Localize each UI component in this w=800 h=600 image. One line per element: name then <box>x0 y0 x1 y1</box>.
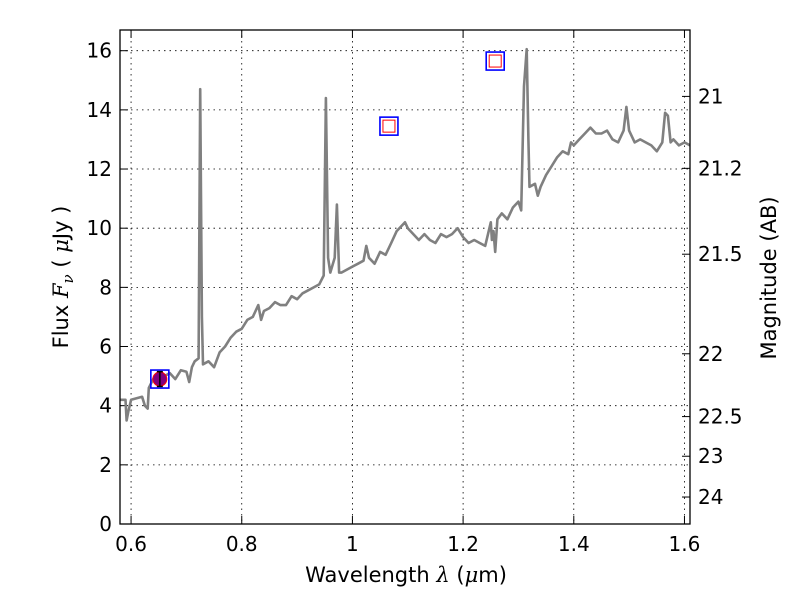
y2-tick-label: 24 <box>698 485 723 509</box>
y-axis-title-units-mu: μ <box>49 239 73 253</box>
photometry-point <box>485 51 506 71</box>
photometry-group <box>150 51 506 389</box>
y-axis-title-units-rest: Jy ) <box>49 206 73 242</box>
y2-tick-label: 21 <box>698 84 723 108</box>
plot-background <box>120 30 690 524</box>
x-tick-label: 1.4 <box>558 532 590 556</box>
y-axis-title: Flux Fν ( μJy ) <box>49 206 77 349</box>
synthetic-photometry-box <box>379 116 399 136</box>
y-axis-title-symbol: F <box>49 282 73 299</box>
y-axis-title-units-open: ( <box>49 259 73 267</box>
x-axis-title-prefix: Wavelength <box>305 563 430 587</box>
y2-tick-label: 21.2 <box>698 156 743 180</box>
synthetic-photometry-box <box>150 369 170 389</box>
y2-axis-title: Magnitude (AB) <box>757 196 781 359</box>
x-axis-title-units-mu: μ <box>465 563 479 587</box>
y-tick-label: 0 <box>99 512 112 536</box>
photometry-square-marker <box>382 119 396 133</box>
y2-tick-label: 23 <box>698 444 723 468</box>
y-tick-label: 4 <box>99 394 112 418</box>
y-axis-title-subscript: ν <box>59 274 77 283</box>
y2-tick-label: 21.5 <box>698 242 743 266</box>
y-tick-label: 12 <box>87 157 112 181</box>
y2-tick-label: 22 <box>698 342 723 366</box>
y-tick-label: 2 <box>99 453 112 477</box>
x-axis-title-symbol: λ <box>435 563 449 587</box>
y-tick-label: 16 <box>87 39 112 63</box>
x-axis-title-units-open: ( <box>456 563 464 587</box>
series-group <box>120 47 690 422</box>
spectrum-line <box>120 47 690 422</box>
photometry-point <box>150 369 170 389</box>
y-tick-label: 14 <box>87 98 112 122</box>
x-axis-title: Wavelength λ (μm) <box>305 563 507 587</box>
synthetic-photometry-box <box>485 51 506 71</box>
photometry-square-marker <box>488 54 502 68</box>
plot-frame <box>119 29 691 525</box>
y2-tick-label: 22.5 <box>698 405 743 429</box>
y-tick-label: 10 <box>87 216 112 240</box>
ticks <box>120 30 690 525</box>
x-axis-title-units-rest: m) <box>478 563 507 587</box>
x-tick-label: 1.6 <box>669 532 701 556</box>
y-tick-label: 6 <box>99 335 112 359</box>
x-tick-label: 0.6 <box>115 532 147 556</box>
x-tick-label: 1 <box>346 532 359 556</box>
tick-labels: 0.6 0.8 1 1.2 1.4 1.602468101214162121.221.52… <box>87 39 743 556</box>
x-tick-label: 0.8 <box>226 532 258 556</box>
y-axis-title-prefix: Flux <box>49 305 73 349</box>
x-tick-label: 1.2 <box>447 532 479 556</box>
y-tick-label: 8 <box>99 275 112 299</box>
photometry-point <box>379 116 399 136</box>
